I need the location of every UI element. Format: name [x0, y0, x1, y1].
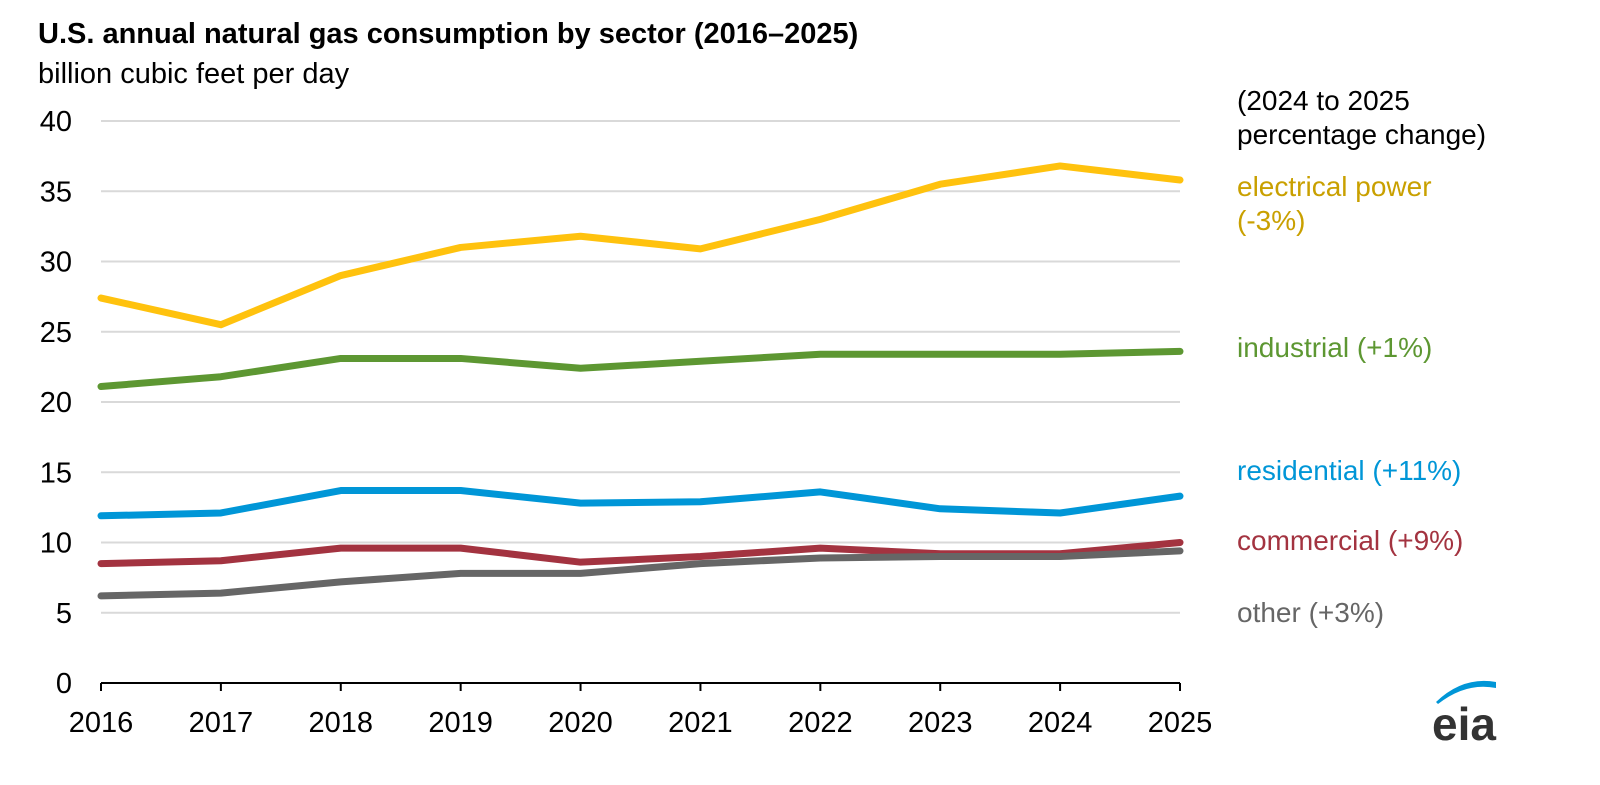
eia-logo: eia [1432, 680, 1496, 748]
series-label-other: other (+3%) [1237, 596, 1384, 630]
series-label-line: commercial (+9%) [1237, 525, 1464, 556]
series-line-residential [97, 487, 1184, 520]
x-tick-label: 2022 [788, 707, 853, 739]
series-label-industrial: industrial (+1%) [1237, 331, 1432, 365]
y-tick-label: 40 [40, 106, 72, 138]
series-label-line: residential (+11%) [1237, 455, 1462, 486]
y-axis-label: billion cubic feet per day [38, 58, 350, 90]
note-line: (2024 to 2025 [1237, 85, 1410, 116]
y-tick-label: 15 [40, 457, 72, 489]
x-tick-label: 2020 [548, 707, 613, 739]
y-tick-label: 0 [56, 668, 72, 700]
series-label-line: industrial (+1%) [1237, 332, 1433, 363]
percentage-change-note: (2024 to 2025 percentage change) [1237, 84, 1577, 152]
series-line-commercial [97, 539, 1184, 568]
series-line-industrial [97, 347, 1184, 391]
series-line-electrical-power [97, 162, 1184, 329]
logo-text: eia [1432, 698, 1496, 748]
logo-arc [1436, 680, 1496, 704]
series-label-line: (-3%) [1237, 205, 1306, 236]
series-label-line: electrical power [1237, 171, 1432, 202]
x-tick-label: 2018 [309, 707, 374, 739]
x-tick-label: 2021 [668, 707, 733, 739]
x-tick-label: 2017 [189, 707, 254, 739]
x-tick-label: 2025 [1148, 707, 1213, 739]
series-label-line: other (+3%) [1237, 597, 1385, 628]
note-line: percentage change) [1237, 119, 1487, 150]
series-label-commercial: commercial (+9%) [1237, 524, 1463, 558]
y-tick-label: 20 [40, 387, 72, 419]
series-label-electrical-power: electrical power (-3%) [1237, 170, 1432, 238]
x-tick-label: 2019 [428, 707, 493, 739]
x-tick-label: 2024 [1028, 707, 1093, 739]
chart-title: U.S. annual natural gas consumption by s… [38, 18, 859, 50]
y-tick-label: 5 [56, 598, 72, 630]
y-tick-label: 10 [40, 528, 72, 560]
x-tick-label: 2023 [908, 707, 973, 739]
y-tick-label: 30 [40, 247, 72, 279]
y-tick-label: 25 [40, 317, 72, 349]
y-tick-label: 35 [40, 176, 72, 208]
series-label-residential: residential (+11%) [1237, 454, 1461, 488]
x-tick-label: 2016 [69, 707, 134, 739]
series-line-other [97, 547, 1184, 600]
